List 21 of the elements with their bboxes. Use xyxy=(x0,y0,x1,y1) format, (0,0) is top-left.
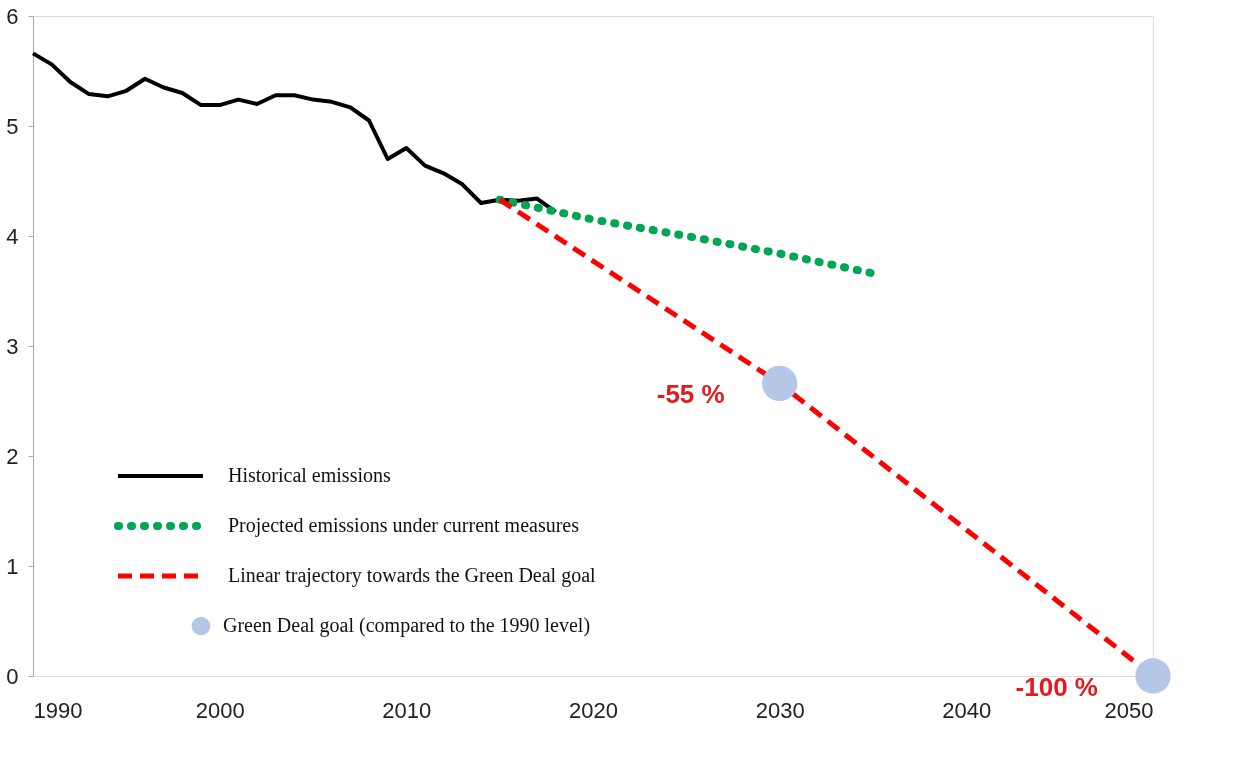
x-tick-label: 2020 xyxy=(569,697,618,723)
legend-label: Historical emissions xyxy=(228,464,391,486)
y-tick-label: 4 xyxy=(6,223,19,249)
y-tick-label: 1 xyxy=(6,553,19,579)
y-tick-label: 3 xyxy=(6,333,19,359)
x-tick-label: 2030 xyxy=(755,697,805,723)
x-tick-label: 2040 xyxy=(942,697,992,723)
line-series xyxy=(31,51,558,214)
legend-label: Linear trajectory towards the Green Deal goal xyxy=(228,564,597,587)
annotation: -55 % xyxy=(656,379,725,410)
x-tick-label: 1990 xyxy=(33,697,83,723)
legend-label: Green Deal goal (compared to the 1990 level) xyxy=(223,614,591,637)
legend-label: Projected emissions under current measures xyxy=(228,514,580,537)
y-tick-label: 6 xyxy=(6,3,19,29)
annotation: -100 % xyxy=(1015,672,1098,702)
x-tick-label: 2010 xyxy=(382,697,432,723)
y-tick-label: 0 xyxy=(6,663,19,689)
x-tick-label: 2000 xyxy=(195,697,245,723)
y-tick-label: 2 xyxy=(6,443,19,469)
y-tick-label: 5 xyxy=(6,113,19,139)
x-tick-label: 2050 xyxy=(1104,697,1154,723)
